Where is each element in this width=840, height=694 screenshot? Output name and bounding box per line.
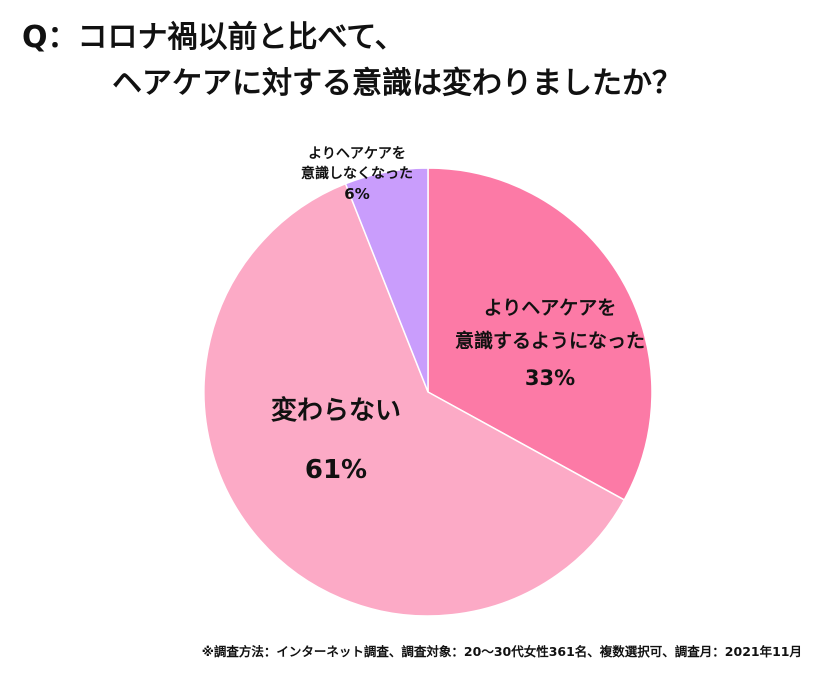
slice-more-conscious-label-line-2: 意識するようになった [455, 329, 645, 352]
slice-more-conscious-value-label: 33% [525, 366, 575, 390]
slice-unchanged-label-line-1: 変わらない [271, 395, 401, 426]
slice-less-conscious [344, 167, 429, 393]
slice-less-conscious-label-line-2: 意識しなくなった [301, 165, 413, 182]
survey-footnote: ※調査方法：インターネット調査、調査対象：20〜30代女性361名、複数選択可、… [201, 644, 802, 659]
slice-less-conscious-label-line-1: よりヘアケアを [308, 146, 406, 162]
slice-unchanged-value-label: 61% [305, 455, 367, 485]
slice-unchanged [203, 182, 626, 617]
slice-more-conscious [427, 167, 653, 501]
chart-title-line-2: ヘアケアに対する意識は変わりましたか？ [112, 66, 682, 101]
slice-more-conscious-label-line-1: よりヘアケアを [484, 297, 617, 319]
chart-title-line-1: Q：コロナ禍以前と比べて、 [22, 20, 405, 55]
slice-less-conscious-value-label: 6% [344, 185, 369, 203]
